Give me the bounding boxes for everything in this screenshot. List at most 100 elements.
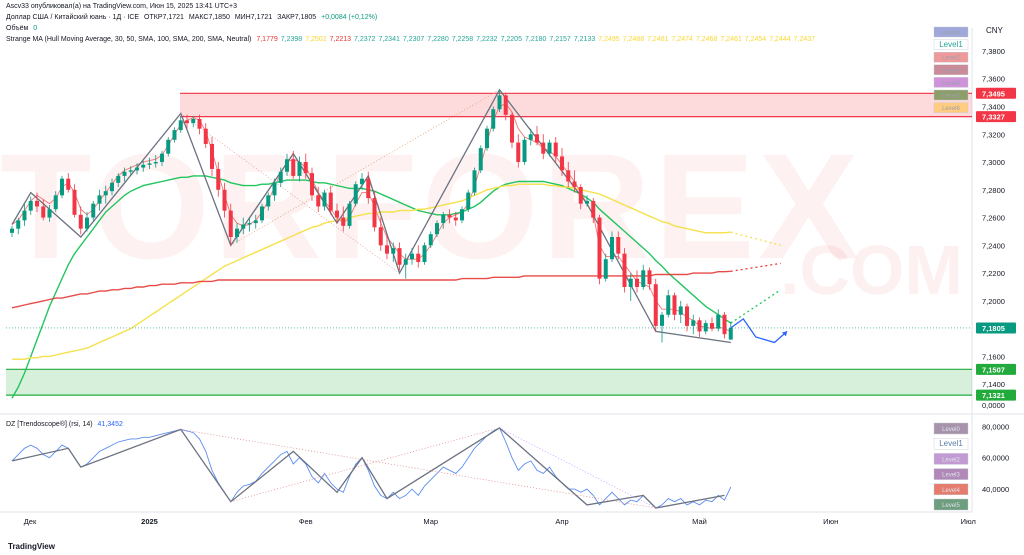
candle xyxy=(235,223,239,243)
y-tick-label: 7,3800 xyxy=(982,47,1005,56)
price-label-text: 7,3495 xyxy=(982,89,1005,98)
y-tick-label: 7,1600 xyxy=(982,352,1005,361)
candle-body xyxy=(572,181,577,188)
ma-value: 7,2474 xyxy=(671,36,693,43)
y-tick-label: 7,1400 xyxy=(982,380,1005,389)
ma-value: 7,2454 xyxy=(744,36,767,43)
rsi-tick-label: 80,0000 xyxy=(982,422,1009,431)
candle-body xyxy=(441,214,446,224)
volume-legend[interactable]: Объём 0 xyxy=(6,25,40,32)
candle xyxy=(266,192,271,211)
candle xyxy=(591,198,596,224)
rsi-legend[interactable]: DZ [Trendoscope®] (rsi, 14) 41,3452 xyxy=(6,421,126,428)
candle-body xyxy=(360,178,364,185)
candle xyxy=(228,203,233,246)
candle-body xyxy=(472,170,477,193)
ma-projection-sma200_red xyxy=(730,262,781,272)
candle-body xyxy=(691,320,696,326)
rsi-tick-label: 60,0000 xyxy=(982,454,1009,463)
candle xyxy=(135,163,139,175)
level-badge[interactable] xyxy=(933,52,969,63)
ma-value: 7,1779 xyxy=(256,36,278,43)
candle-body xyxy=(222,189,227,211)
level-badge[interactable] xyxy=(933,89,969,101)
level-badge[interactable] xyxy=(933,102,969,113)
rsi-level-badge[interactable] xyxy=(933,468,969,480)
level-badge-label: Level1 xyxy=(939,40,963,49)
rsi-level-badge[interactable] xyxy=(933,438,969,450)
candle xyxy=(247,217,252,232)
price-zone xyxy=(180,93,972,117)
price-label-box xyxy=(976,389,1016,401)
ma-legend[interactable]: Strange MA (Hull Moving Average, 30, 50,… xyxy=(6,36,821,43)
candle xyxy=(510,112,514,149)
rsi-dotted-line xyxy=(180,429,656,509)
rsi-level-badge[interactable] xyxy=(933,483,969,495)
candle xyxy=(216,162,221,197)
candle-body xyxy=(322,192,327,207)
candle xyxy=(103,185,108,204)
rsi-level-badge[interactable] xyxy=(933,422,969,435)
volume-value: 0 xyxy=(33,25,38,32)
candle xyxy=(72,184,77,218)
ma-value: 7,2437 xyxy=(793,36,816,43)
x-tick-label: Дек xyxy=(24,517,37,526)
candle xyxy=(603,253,608,282)
level-badge[interactable] xyxy=(933,26,969,38)
y-tick-label: 7,3000 xyxy=(982,158,1005,167)
candle-body xyxy=(297,162,302,176)
candle xyxy=(172,127,177,143)
tradingview-logo-text: TradingView xyxy=(8,542,55,551)
candle-body xyxy=(285,159,289,172)
price-label-text: 7,1805 xyxy=(982,324,1005,333)
rsi-level-badge[interactable] xyxy=(933,453,969,465)
candle xyxy=(191,116,196,128)
ma-value: 7,2213 xyxy=(329,36,352,43)
level-badge-label: Level3 xyxy=(942,68,960,74)
ma-value: 7,2398 xyxy=(280,36,303,43)
candle xyxy=(366,171,371,204)
ma-value: 7,2372 xyxy=(354,36,376,43)
rsi-level-badge-label: Level0 xyxy=(942,427,960,433)
ma-line-sma200_red xyxy=(11,270,731,309)
currency-label: CNY xyxy=(986,26,1004,35)
symbol-name[interactable]: Доллар США / Китайский юань · 1Д · ICE xyxy=(6,14,140,21)
x-tick-label: Апр xyxy=(555,517,568,526)
candle-body xyxy=(228,210,233,237)
level-badge[interactable] xyxy=(933,64,969,76)
candle-body xyxy=(41,206,46,218)
level-badge[interactable] xyxy=(933,39,969,50)
rsi-line xyxy=(11,427,732,509)
y-tick-label: 7,2000 xyxy=(982,297,1005,306)
candle-body xyxy=(341,217,346,226)
candle xyxy=(616,231,621,260)
candle-body xyxy=(110,182,114,192)
level-badge[interactable] xyxy=(933,77,969,88)
candle xyxy=(203,123,208,149)
y-tick-label: 7,3200 xyxy=(982,130,1005,139)
candle-body xyxy=(53,195,58,210)
candle xyxy=(128,166,133,176)
candle-body xyxy=(197,118,202,129)
ma-value: 7,2481 xyxy=(647,36,669,43)
ma-value: 7,2205 xyxy=(500,36,522,43)
y-tick-label: 7,2400 xyxy=(982,241,1005,250)
candle-body xyxy=(191,118,196,124)
rsi-label: DZ [Trendoscope®] (rsi, 14) xyxy=(6,421,93,428)
rsi-tick-label: 40,0000 xyxy=(982,485,1009,494)
candle-body xyxy=(678,306,683,315)
candle xyxy=(460,206,464,224)
ma-projection-sma100_yellow xyxy=(730,231,781,246)
candle-body xyxy=(278,171,283,183)
zigzag-dotted-line xyxy=(230,89,500,246)
candle-body xyxy=(453,217,458,221)
candle-body xyxy=(160,153,164,163)
x-tick-label: Июл xyxy=(961,517,976,526)
candle-body xyxy=(503,95,508,115)
rsi-level-badge[interactable] xyxy=(933,498,969,511)
candle xyxy=(647,267,652,290)
candle xyxy=(678,300,683,324)
ma-value: 7,2157 xyxy=(549,36,571,43)
candle-body xyxy=(672,295,677,315)
